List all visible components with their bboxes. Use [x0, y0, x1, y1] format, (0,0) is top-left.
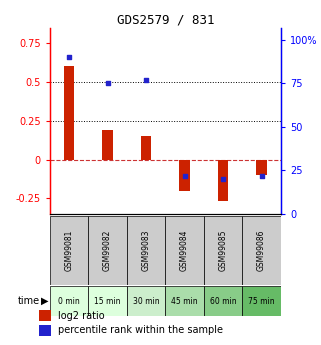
Text: 15 min: 15 min: [94, 296, 121, 306]
Bar: [127, 216, 165, 285]
Bar: [39, 325, 51, 336]
Text: ▶: ▶: [41, 296, 49, 306]
Text: time: time: [18, 296, 40, 306]
Text: 45 min: 45 min: [171, 296, 198, 306]
Text: GSM99082: GSM99082: [103, 229, 112, 271]
Point: [143, 77, 149, 82]
Bar: [39, 310, 51, 321]
Bar: [242, 216, 281, 285]
Point: [105, 80, 110, 86]
Point: [221, 176, 226, 182]
Bar: [242, 286, 281, 316]
Text: 30 min: 30 min: [133, 296, 159, 306]
Bar: [204, 286, 242, 316]
Bar: [50, 286, 88, 316]
Bar: [165, 286, 204, 316]
Point: [66, 55, 72, 60]
Bar: [165, 216, 204, 285]
Point: [259, 173, 264, 178]
Text: 75 min: 75 min: [248, 296, 275, 306]
Bar: [204, 216, 242, 285]
Text: log2 ratio: log2 ratio: [58, 311, 105, 321]
Text: 60 min: 60 min: [210, 296, 236, 306]
Text: GSM99084: GSM99084: [180, 229, 189, 271]
Point: [182, 173, 187, 178]
Bar: [256, 159, 267, 175]
Text: percentile rank within the sample: percentile rank within the sample: [58, 325, 223, 335]
Text: GSM99085: GSM99085: [219, 229, 228, 271]
Bar: [88, 216, 127, 285]
Bar: [64, 66, 74, 159]
Text: GSM99081: GSM99081: [65, 229, 74, 271]
Bar: [50, 216, 88, 285]
Bar: [88, 286, 127, 316]
Title: GDS2579 / 831: GDS2579 / 831: [117, 13, 214, 27]
Bar: [102, 130, 113, 159]
Bar: [179, 159, 190, 190]
Bar: [218, 159, 229, 201]
Bar: [141, 136, 152, 159]
Text: GSM99086: GSM99086: [257, 229, 266, 271]
Bar: [127, 286, 165, 316]
Text: 0 min: 0 min: [58, 296, 80, 306]
Text: GSM99083: GSM99083: [142, 229, 151, 271]
